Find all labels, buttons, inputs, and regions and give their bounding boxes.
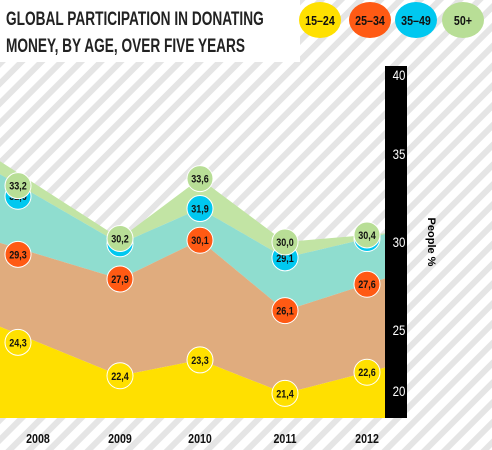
x-axis: 2008 2009 2010 2011 2012	[26, 431, 379, 446]
data-label: 31,9	[186, 195, 214, 223]
data-point-bubble	[271, 297, 299, 325]
chart-title: GLOBAL PARTICIPATION IN DONATING MONEY, B…	[6, 8, 264, 57]
data-point-bubble	[106, 265, 134, 293]
legend-label: 25–34	[355, 13, 385, 28]
data-point-bubble	[353, 221, 381, 249]
y-tick-label: 30	[393, 234, 406, 250]
x-tick-label: 2011	[273, 431, 296, 446]
data-label-text: 33,2	[9, 181, 27, 193]
legend-item: 50+	[442, 2, 484, 38]
legend-item: 35–49	[395, 2, 437, 38]
data-label: 26,1	[271, 297, 299, 325]
data-label: 30,0	[271, 228, 299, 256]
chart-title-line: MONEY, BY AGE, OVER FIVE YEARS	[6, 35, 245, 57]
data-label-text: 30,0	[276, 237, 294, 249]
data-point-bubble	[271, 379, 299, 407]
data-label-layer: 24,3 22,4 23,3 21,4 22,6 29,3 27,9 30,1 26,1 27,6…	[4, 165, 381, 407]
data-point-bubble	[4, 172, 32, 200]
data-label: 22,4	[106, 362, 134, 390]
data-label: 23,3	[186, 346, 214, 374]
data-label-text: 27,6	[358, 279, 376, 291]
data-label: 24,3	[4, 328, 32, 356]
x-tick-label: 2010	[188, 431, 212, 446]
data-label-text: 30,1	[191, 235, 209, 247]
legend-item: 25–34	[349, 2, 391, 38]
legend-swatch	[395, 2, 437, 38]
data-point-bubble	[353, 358, 381, 386]
data-label-text: 31,9	[191, 204, 209, 216]
x-tick-label: 2012	[355, 431, 379, 446]
legend-item: 15–24	[299, 2, 341, 38]
data-label-text: 22,6	[358, 367, 376, 379]
data-point-bubble	[186, 226, 214, 254]
y-tick-label: 35	[393, 146, 406, 162]
area-series-1	[0, 240, 385, 394]
data-point-bubble	[4, 328, 32, 356]
legend-swatch	[299, 2, 341, 38]
data-point-bubble	[186, 195, 214, 223]
x-tick-label: 2008	[26, 431, 50, 446]
data-label: 29,3	[4, 240, 32, 268]
data-label-text: 24,3	[9, 338, 27, 350]
legend: 15–24 25–34 35–49 50+	[299, 2, 484, 38]
data-label-text: 29,1	[276, 253, 294, 265]
y-axis-bar	[385, 66, 407, 418]
data-point-bubble	[106, 362, 134, 390]
y-tick-label: 20	[393, 383, 406, 399]
y-tick-label: 25	[393, 322, 406, 338]
y-axis-label: People %	[425, 218, 437, 267]
data-label-text: 26,1	[276, 306, 294, 318]
data-label-text: 29,3	[9, 250, 27, 262]
chart-title-line: GLOBAL PARTICIPATION IN DONATING	[6, 8, 264, 30]
y-axis: 20 25 30 35 40 People %	[385, 66, 437, 418]
data-label-text: 23,3	[191, 355, 209, 367]
legend-swatch	[349, 2, 391, 38]
data-label-text: 22,4	[111, 371, 129, 383]
data-label: 27,9	[106, 265, 134, 293]
data-label-text: 21,4	[276, 389, 294, 401]
data-label: 30,2	[106, 224, 134, 252]
data-label: 27,6	[353, 270, 381, 298]
legend-swatch	[442, 2, 484, 38]
data-label-text: 33,6	[191, 174, 209, 186]
legend-label: 15–24	[305, 13, 335, 28]
data-label-text: 30,2	[111, 234, 129, 246]
data-label-text: 30,4	[358, 230, 376, 242]
legend-label: 35–49	[401, 13, 431, 28]
x-tick-label: 2009	[108, 431, 132, 446]
data-point-bubble	[353, 270, 381, 298]
data-label: 33,2	[4, 172, 32, 200]
data-label: 22,6	[353, 358, 381, 386]
y-tick-label: 40	[393, 67, 406, 83]
data-point-bubble	[106, 224, 134, 252]
data-point-bubble	[186, 165, 214, 193]
data-label: 30,4	[353, 221, 381, 249]
data-label: 33,6	[186, 165, 214, 193]
title-backdrop	[0, 0, 300, 62]
data-point-bubble	[4, 240, 32, 268]
data-point-bubble	[186, 346, 214, 374]
data-point-bubble	[271, 228, 299, 256]
data-label: 21,4	[271, 379, 299, 407]
data-label: 30,1	[186, 226, 214, 254]
legend-label: 50+	[454, 13, 472, 28]
data-label-text: 27,9	[111, 274, 129, 286]
